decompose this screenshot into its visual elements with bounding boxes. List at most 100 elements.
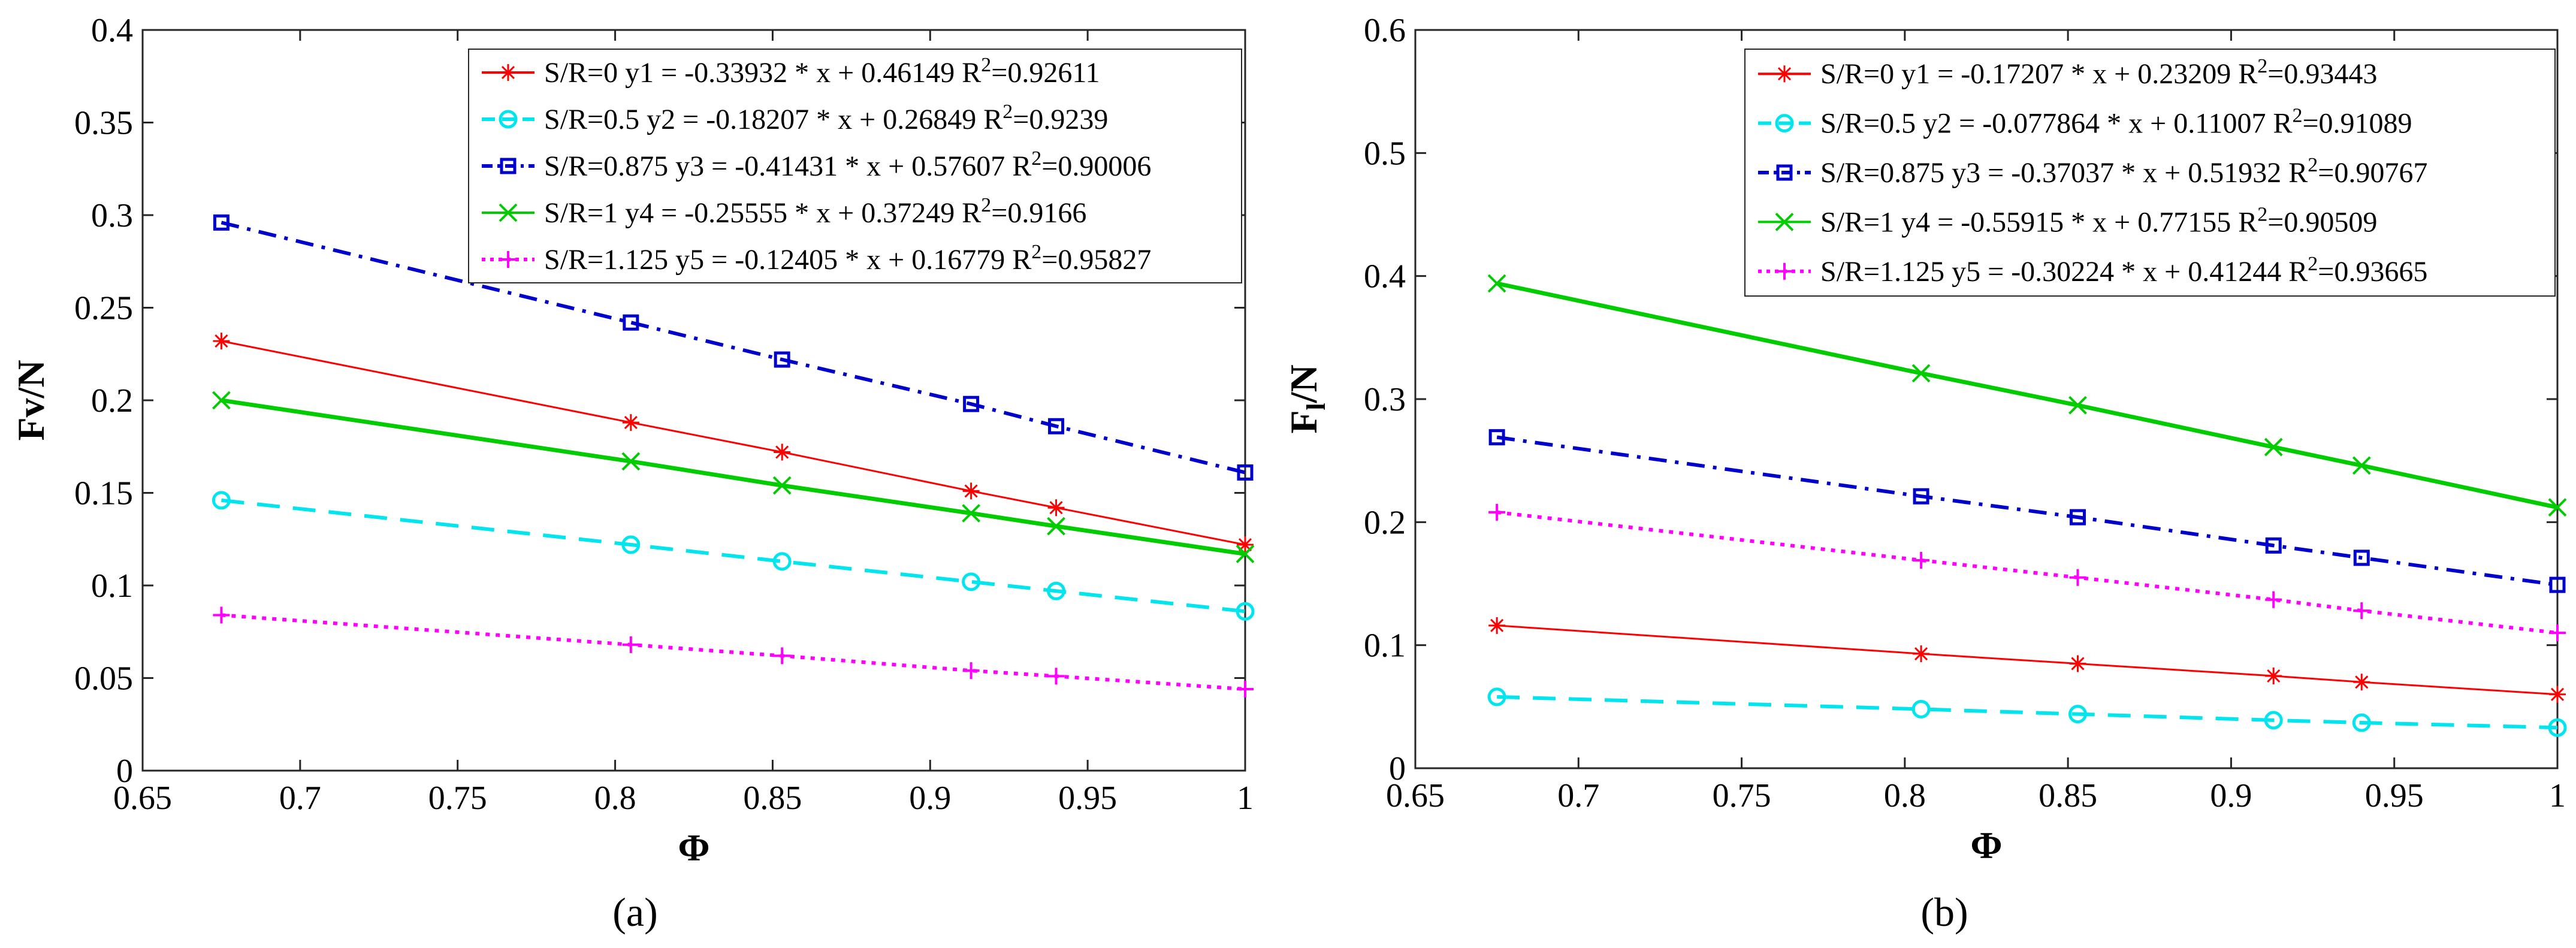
series-line [221, 221, 1246, 475]
marker-square-shape [2069, 509, 2086, 526]
marker-plus [500, 251, 517, 268]
marker-plus-shape [2265, 591, 2282, 608]
data-point [2548, 498, 2567, 517]
data-point [2265, 591, 2282, 608]
data-point [1487, 687, 1506, 707]
marker-circle-shape [212, 491, 231, 510]
data-point [2548, 718, 2567, 737]
x-tick-label: 0.8 [594, 780, 636, 817]
marker-x-shape [1487, 274, 1506, 293]
marker-plus-shape [1237, 681, 1254, 698]
data-point [621, 535, 641, 554]
legend-entry: S/R=0 y1 = -0.33932 * x + 0.46149 R2=0.9… [544, 54, 1100, 89]
marker-x-shape [1775, 212, 1794, 231]
marker-square-shape [1237, 464, 1254, 481]
marker-plus-shape [622, 636, 639, 653]
x-tick-label: 0.65 [1386, 777, 1445, 814]
series-line [221, 498, 1246, 614]
data-point [772, 476, 792, 495]
marker-x-shape [212, 391, 231, 410]
series-line [221, 398, 1246, 556]
marker-asterisk-shape [2353, 674, 2370, 691]
marker-asterisk-shape [962, 482, 980, 500]
marker-asterisk-shape [1047, 499, 1065, 517]
legend: S/R=0 y1 = -0.17207 * x + 0.23209 R2=0.9… [1744, 49, 2556, 297]
legend-entry: S/R=0.5 y2 = -0.18207 * x + 0.26849 R2=0… [544, 101, 1108, 135]
series-line [1497, 624, 2558, 696]
y-tick-label: 0 [116, 753, 133, 790]
series-s-r-0-875 [213, 214, 1254, 481]
x-tick-label: 0.8 [1884, 777, 1926, 814]
marker-square-shape [213, 214, 229, 231]
x-tick-label: 1 [2549, 777, 2566, 814]
data-point [622, 636, 639, 653]
y-tick-label: 0.05 [74, 660, 133, 698]
marker-x-shape [2068, 395, 2087, 415]
x-tick-label: 0.85 [743, 780, 802, 817]
legend-entry: S/R=1.125 y5 = -0.12405 * x + 0.16779 R2… [544, 241, 1151, 276]
marker-x [1775, 212, 1794, 231]
data-point [1237, 464, 1254, 481]
marker-plus-shape [1047, 668, 1065, 685]
data-point [774, 443, 791, 461]
series-s-r-0 [213, 333, 1254, 554]
marker-x-shape [1911, 364, 1931, 383]
marker-plus-shape [2069, 569, 2086, 586]
marker-square-shape [623, 314, 639, 331]
data-point [622, 414, 639, 431]
marker-x-shape [2548, 498, 2567, 517]
x-tick-label: 0.9 [909, 780, 951, 817]
marker-circle-shape [1047, 581, 1066, 600]
marker-asterisk-shape [774, 443, 791, 461]
y-tick-label: 0.35 [74, 105, 133, 142]
y-tick-label: 0.3 [91, 197, 133, 234]
chart-panel-b: 0.65 0.7 0.75 0.8 0.85 0.9 0.95 1 0 0.1 0.2 0.3 0.4 0… [1282, 12, 2567, 867]
legend-box [1744, 49, 2556, 297]
series-line [221, 613, 1246, 692]
data-point [2353, 674, 2370, 691]
marker-asterisk [500, 64, 517, 81]
data-point [1047, 499, 1065, 517]
marker-plus-shape [500, 251, 517, 268]
marker-x-shape [1236, 545, 1255, 563]
data-point [774, 351, 790, 368]
marker-plus-shape [2353, 602, 2370, 620]
legend-box [468, 49, 1242, 283]
marker-circle-shape [499, 110, 518, 129]
data-point [213, 333, 230, 350]
series-line [1496, 281, 2558, 510]
series-s-r-1-125 [1488, 503, 2566, 642]
marker-x-shape [2264, 437, 2283, 457]
data-point [962, 504, 981, 523]
x-tick-label: 0.75 [428, 780, 487, 817]
data-point [1911, 699, 1931, 718]
marker-asterisk-shape [1776, 65, 1793, 83]
y-tick-label: 0 [1389, 750, 1406, 787]
marker-square-shape [2265, 537, 2282, 554]
marker-x-shape [621, 452, 641, 471]
data-point [1237, 536, 1254, 554]
data-point [2264, 437, 2283, 457]
data-point [2352, 713, 2371, 732]
x-tick-label: 0.95 [2365, 777, 2424, 814]
marker-plus-shape [1776, 262, 1793, 280]
data-point [1488, 503, 1506, 521]
y-tick-label: 0.1 [91, 567, 133, 605]
marker-circle-shape [1487, 687, 1506, 707]
legend-entry: S/R=0 y1 = -0.17207 * x + 0.23209 R2=0.9… [1820, 55, 2377, 90]
series-line [1496, 510, 2558, 635]
data-point [2549, 576, 2566, 593]
data-point [1911, 364, 1931, 383]
marker-square-shape [1776, 164, 1793, 181]
data-point [2068, 705, 2087, 724]
panel-caption: (b) [1920, 889, 1968, 935]
marker-x-shape [772, 476, 792, 495]
x-axis-label: Φ [678, 826, 709, 869]
data-point [1913, 488, 1929, 505]
marker-asterisk-shape [2265, 668, 2282, 684]
data-point [1236, 602, 1255, 621]
marker-square-shape [1488, 429, 1505, 446]
y-tick-label: 0.5 [1364, 135, 1406, 172]
marker-x-shape [499, 203, 518, 222]
data-point [1913, 551, 1930, 569]
